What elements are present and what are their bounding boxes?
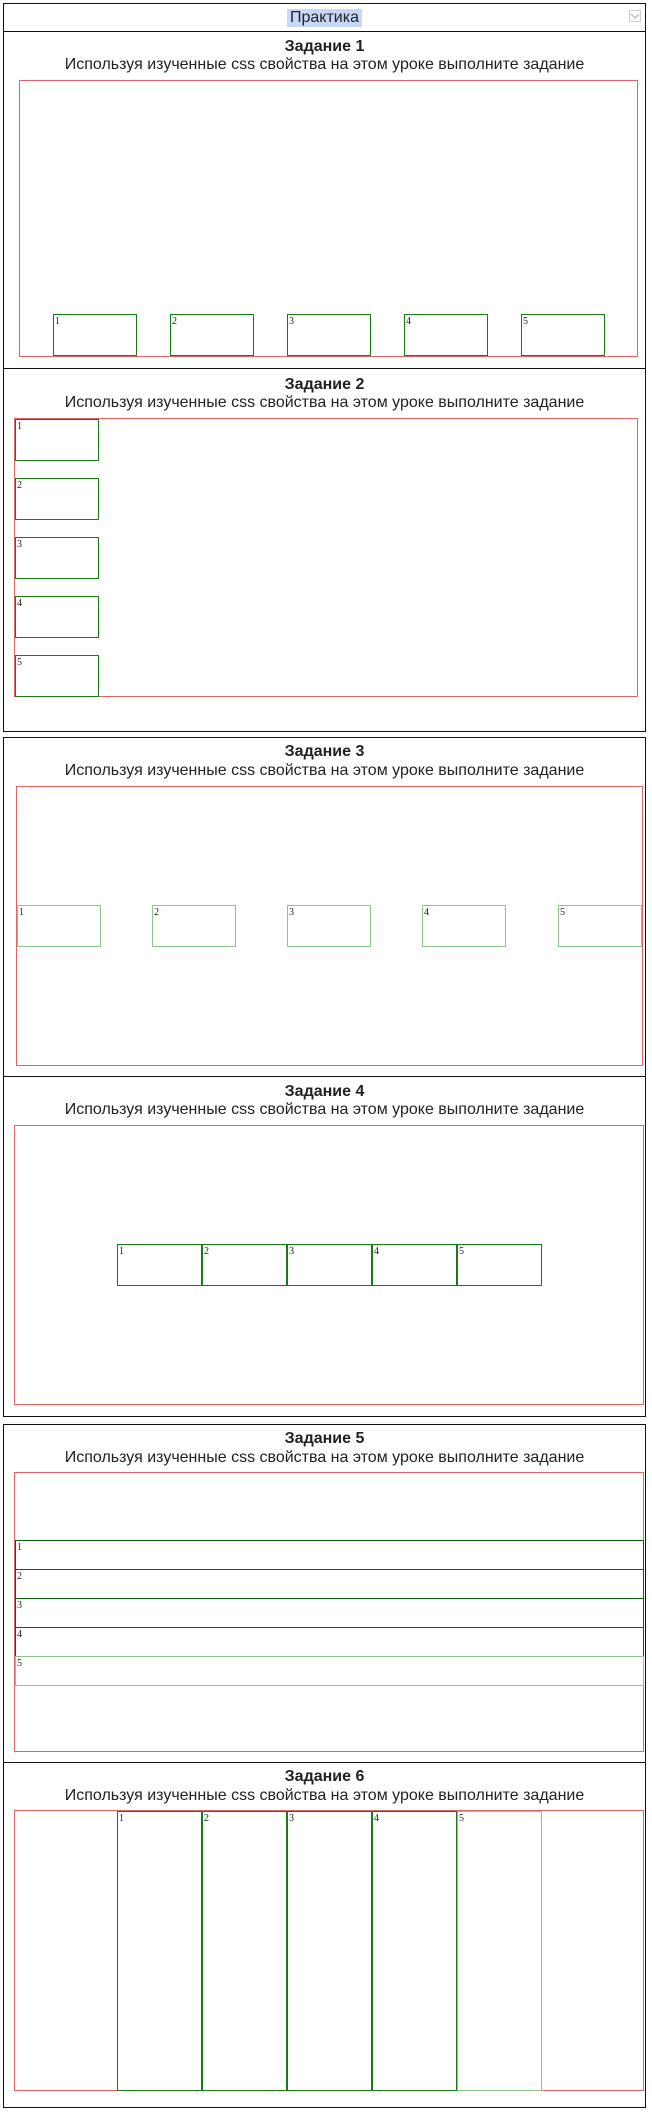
task-1-item-5: 5 bbox=[521, 314, 605, 356]
task-5-section: Задание 5 Используя изученные css свойст… bbox=[4, 1425, 645, 1762]
scroll-down-arrow-icon[interactable] bbox=[629, 10, 641, 22]
task-2-item-5: 5 bbox=[15, 655, 99, 697]
divider bbox=[4, 368, 645, 369]
task-4-title: Задание 4 bbox=[284, 1083, 365, 1100]
task-5-container: 1 2 3 4 5 bbox=[14, 1472, 644, 1752]
divider bbox=[4, 1762, 645, 1763]
task-4-item-1: 1 bbox=[117, 1244, 202, 1286]
task-1-container: 1 2 3 4 5 bbox=[19, 80, 638, 357]
practice-window-middle: Задание 3 Используя изученные css свойст… bbox=[3, 737, 646, 1417]
practice-window-top: Практика Задание 1 Используя изученные c… bbox=[3, 3, 646, 732]
task-6-item-3: 3 bbox=[287, 1811, 372, 2091]
task-4-subtitle: Используя изученные css свойства на этом… bbox=[64, 1101, 585, 1118]
task-1-title: Задание 1 bbox=[284, 38, 365, 55]
task-4-container: 1 2 3 4 5 bbox=[14, 1125, 644, 1405]
task-3-title: Задание 3 bbox=[284, 743, 365, 760]
task-3-item-2: 2 bbox=[152, 905, 236, 947]
task-3-item-4: 4 bbox=[422, 905, 506, 947]
task-6-subtitle: Используя изученные css свойства на этом… bbox=[64, 1787, 585, 1804]
task-4-item-2: 2 bbox=[202, 1244, 287, 1286]
divider bbox=[4, 1076, 645, 1077]
task-2-item-2: 2 bbox=[15, 478, 99, 520]
window-header: Практика bbox=[4, 4, 645, 32]
practice-window-bottom: Задание 5 Используя изученные css свойст… bbox=[3, 1424, 646, 2108]
task-4-item-4: 4 bbox=[372, 1244, 457, 1286]
task-5-item-4: 4 bbox=[15, 1627, 644, 1657]
task-6-section: Задание 6 Используя изученные css свойст… bbox=[4, 1763, 645, 2107]
task-3-subtitle: Используя изученные css свойства на этом… bbox=[64, 762, 585, 779]
task-2-item-4: 4 bbox=[15, 596, 99, 638]
task-5-item-3: 3 bbox=[15, 1598, 644, 1628]
task-3-item-5: 5 bbox=[558, 905, 642, 947]
task-2-container: 1 2 3 4 5 bbox=[14, 418, 638, 697]
window-title: Практика bbox=[287, 8, 362, 27]
task-3-item-3: 3 bbox=[287, 905, 371, 947]
task-1-subtitle: Используя изученные css свойства на этом… bbox=[64, 56, 585, 73]
task-3-section: Задание 3 Используя изученные css свойст… bbox=[4, 738, 645, 1076]
task-4-section: Задание 4 Используя изученные css свойст… bbox=[4, 1077, 645, 1416]
task-5-title: Задание 5 bbox=[284, 1430, 365, 1447]
task-5-item-2: 2 bbox=[15, 1569, 644, 1599]
task-3-item-1: 1 bbox=[17, 905, 101, 947]
task-1-item-3: 3 bbox=[287, 314, 371, 356]
task-4-item-3: 3 bbox=[287, 1244, 372, 1286]
task-1-section: Задание 1 Используя изученные css свойст… bbox=[4, 32, 645, 368]
task-6-item-1: 1 bbox=[117, 1811, 202, 2091]
task-5-item-5: 5 bbox=[15, 1656, 644, 1686]
task-1-item-2: 2 bbox=[170, 314, 254, 356]
task-6-container: 1 2 3 4 5 bbox=[14, 1810, 644, 2091]
task-2-item-3: 3 bbox=[15, 537, 99, 579]
task-2-title: Задание 2 bbox=[284, 376, 365, 393]
task-6-item-2: 2 bbox=[202, 1811, 287, 2091]
task-4-item-5: 5 bbox=[457, 1244, 542, 1286]
task-2-subtitle: Используя изученные css свойства на этом… bbox=[64, 394, 585, 411]
task-3-container: 1 2 3 4 5 bbox=[16, 786, 643, 1066]
task-1-item-1: 1 bbox=[53, 314, 137, 356]
task-2-section: Задание 2 Используя изученные css свойст… bbox=[4, 369, 645, 731]
task-6-item-5: 5 bbox=[457, 1811, 542, 2091]
task-5-subtitle: Используя изученные css свойства на этом… bbox=[64, 1449, 585, 1466]
task-6-item-4: 4 bbox=[372, 1811, 457, 2091]
task-6-title: Задание 6 bbox=[284, 1768, 365, 1785]
task-1-item-4: 4 bbox=[404, 314, 488, 356]
task-2-item-1: 1 bbox=[15, 419, 99, 461]
task-5-item-1: 1 bbox=[15, 1540, 644, 1570]
